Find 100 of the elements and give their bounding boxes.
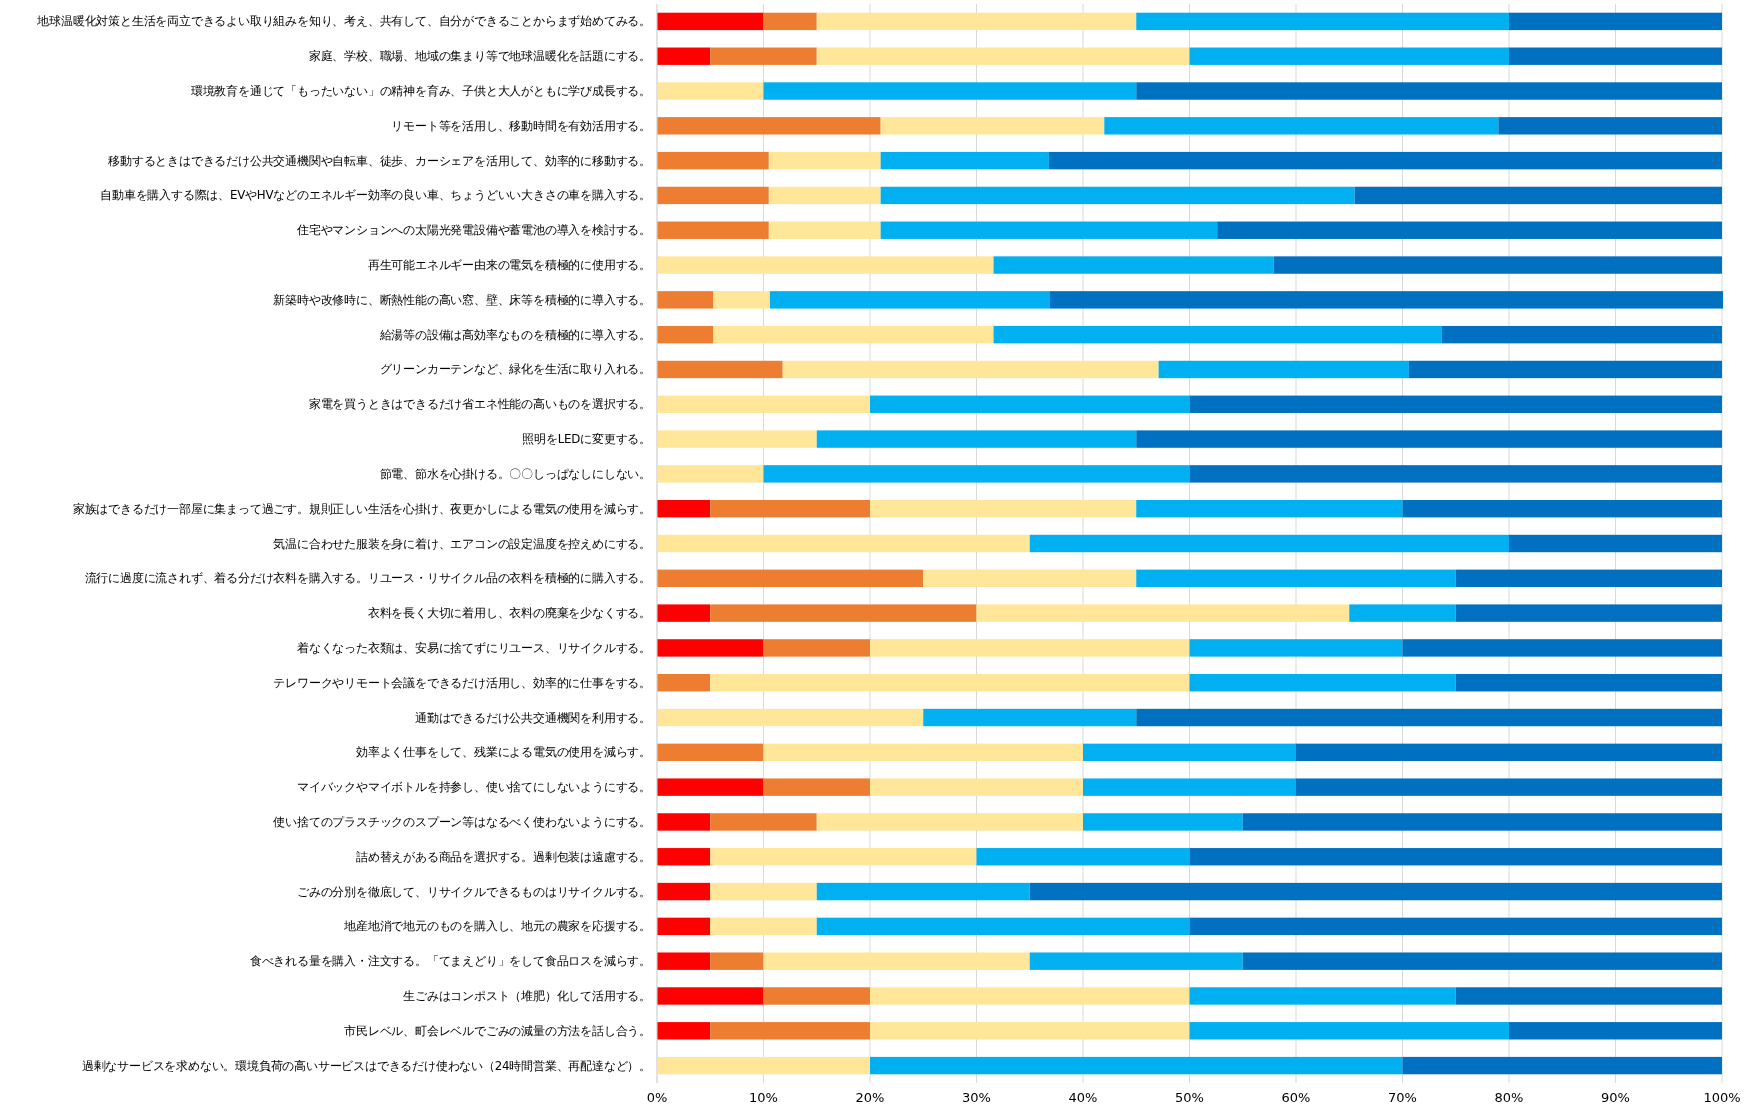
bar [880, 221, 1218, 239]
bar [710, 848, 977, 866]
bar [768, 186, 881, 205]
bar [1455, 987, 1722, 1005]
bar [657, 1056, 870, 1075]
y-tick-label: 節電、節水を心掛ける。〇〇しっぱなしにしない。 [379, 466, 651, 481]
bar [657, 708, 924, 727]
bar [1104, 117, 1499, 135]
y-tick-label: 着なくなった衣類は、安易に捨てずにリユース、リサイクルする。 [296, 640, 651, 655]
y-tick-label: 流行に過度に流されず、着る分だけ衣料を購入する。リユース・リサイクル品の衣料を積極的に購入する。 [84, 571, 651, 586]
bar [1296, 778, 1722, 796]
bar [976, 604, 1350, 622]
bar [657, 639, 764, 657]
bar [1049, 291, 1724, 309]
bar [763, 639, 870, 657]
y-tick-label: 家電を買うときはできるだけ省エネ性能の高いものを選択する。 [308, 397, 651, 412]
bar [1189, 465, 1722, 483]
bar [1189, 848, 1722, 866]
bar [657, 952, 711, 970]
y-tick-label: リモート等を活用し、移動時間を有効活用する。 [391, 118, 651, 133]
bar [657, 360, 783, 379]
bar [816, 882, 1030, 901]
bar [1136, 499, 1403, 518]
bar [657, 325, 714, 344]
bar [657, 674, 711, 692]
bar [1455, 569, 1722, 588]
bar [657, 291, 714, 309]
bar [763, 952, 1030, 970]
x-tick-label: 90% [1601, 1090, 1630, 1105]
bar [870, 639, 1190, 657]
bar [657, 1022, 711, 1040]
bar [1083, 778, 1296, 796]
y-tick-label: ごみの分別を徹底して、リサイクルできるものはリサイクルする。 [296, 884, 651, 899]
bar [657, 534, 1030, 553]
y-tick-label: 市民レベル、町会レベルでごみの減量の方法を話し合う。 [344, 1023, 651, 1038]
y-tick-label: グリーンカーテンなど、緑化を生活に取り入れる。 [379, 362, 651, 377]
bar [657, 151, 769, 170]
bar [923, 569, 1137, 588]
bar [1217, 221, 1722, 239]
bar [710, 952, 764, 970]
bar [1349, 604, 1456, 622]
y-tick-label: 環境教育を通じて「もったいない」の精神を育み、子供と大人がともに学び成長する。 [190, 84, 651, 99]
y-tick-label: 自動車を購入する際は、EVやHVなどのエネルギー効率の良い車、ちょうどいい大きさの車を購入する。 [100, 188, 651, 203]
y-tick-label: 使い捨てのプラスチックのスプーン等はなるべく使わないようにする。 [273, 814, 651, 829]
bar [710, 1022, 870, 1040]
y-tick-label: 住宅やマンションへの太陽光発電設備や蓄電池の導入を検討する。 [295, 223, 651, 238]
bar [1189, 674, 1456, 692]
y-tick-label: 地球温暖化対策と生活を両立できるよい取り組みを知り、考え、共有して、自分ができることからまず始めてみる。 [36, 14, 651, 29]
bar [1402, 1056, 1722, 1075]
x-tick-label: 50% [1175, 1090, 1204, 1105]
bar [1509, 1022, 1722, 1040]
bar [657, 917, 711, 936]
bar [1441, 325, 1723, 344]
bar [768, 221, 881, 239]
y-tick-label: 生ごみはコンポスト（堆肥）化して活用する。 [403, 988, 651, 1003]
bar [1189, 1022, 1509, 1040]
bar [1242, 813, 1722, 831]
bar [1029, 882, 1722, 901]
bar [710, 674, 1190, 692]
bar [816, 430, 1137, 448]
bar [1189, 47, 1509, 65]
bar [710, 47, 817, 65]
x-tick-label: 40% [1068, 1090, 1098, 1105]
bar [657, 256, 994, 274]
bar [1029, 952, 1243, 970]
bar [870, 395, 1190, 413]
bar [923, 708, 1137, 727]
bar [1136, 82, 1722, 100]
bar [657, 47, 711, 65]
bar [763, 987, 870, 1005]
y-tick-label: 家庭、学校、職場、地域の集まり等で地球温暖化を話題にする。 [308, 49, 651, 64]
bar [763, 12, 817, 31]
bar [880, 117, 1105, 135]
bar [1189, 917, 1722, 936]
bar [1402, 499, 1722, 518]
bar [870, 987, 1190, 1005]
x-tick-label: 20% [855, 1090, 885, 1105]
bar [880, 186, 1355, 205]
bar [710, 882, 817, 901]
y-tick-label: 照明をLEDに変更する。 [522, 432, 651, 447]
bar [657, 395, 870, 413]
bar [1029, 534, 1509, 553]
bar [1354, 186, 1722, 205]
y-tick-label: 衣料を長く大切に着用し、衣料の廃棄を少なくする。 [367, 606, 651, 621]
bar [1498, 117, 1722, 135]
bar [1083, 743, 1296, 762]
bar [1509, 534, 1722, 553]
bar [1455, 674, 1722, 692]
y-tick-label: 気温に合わせた服装を身に着け、エアコンの設定温度を控えめにする。 [273, 536, 651, 551]
bar [713, 291, 770, 309]
bar [769, 291, 1050, 309]
y-tick-label: 通勤はできるだけ公共交通機関を利用する。 [414, 710, 651, 725]
bar [1136, 708, 1722, 727]
x-tick-label: 10% [749, 1090, 778, 1105]
y-tick-label: マイバックやマイボトルを持参し、使い捨てにしないようにする。 [296, 780, 651, 795]
x-tick-label: 0% [646, 1090, 668, 1105]
bar [1189, 639, 1403, 657]
bar [657, 221, 769, 239]
x-tick-label: 30% [962, 1090, 991, 1105]
x-tick-label: 70% [1388, 1090, 1417, 1105]
